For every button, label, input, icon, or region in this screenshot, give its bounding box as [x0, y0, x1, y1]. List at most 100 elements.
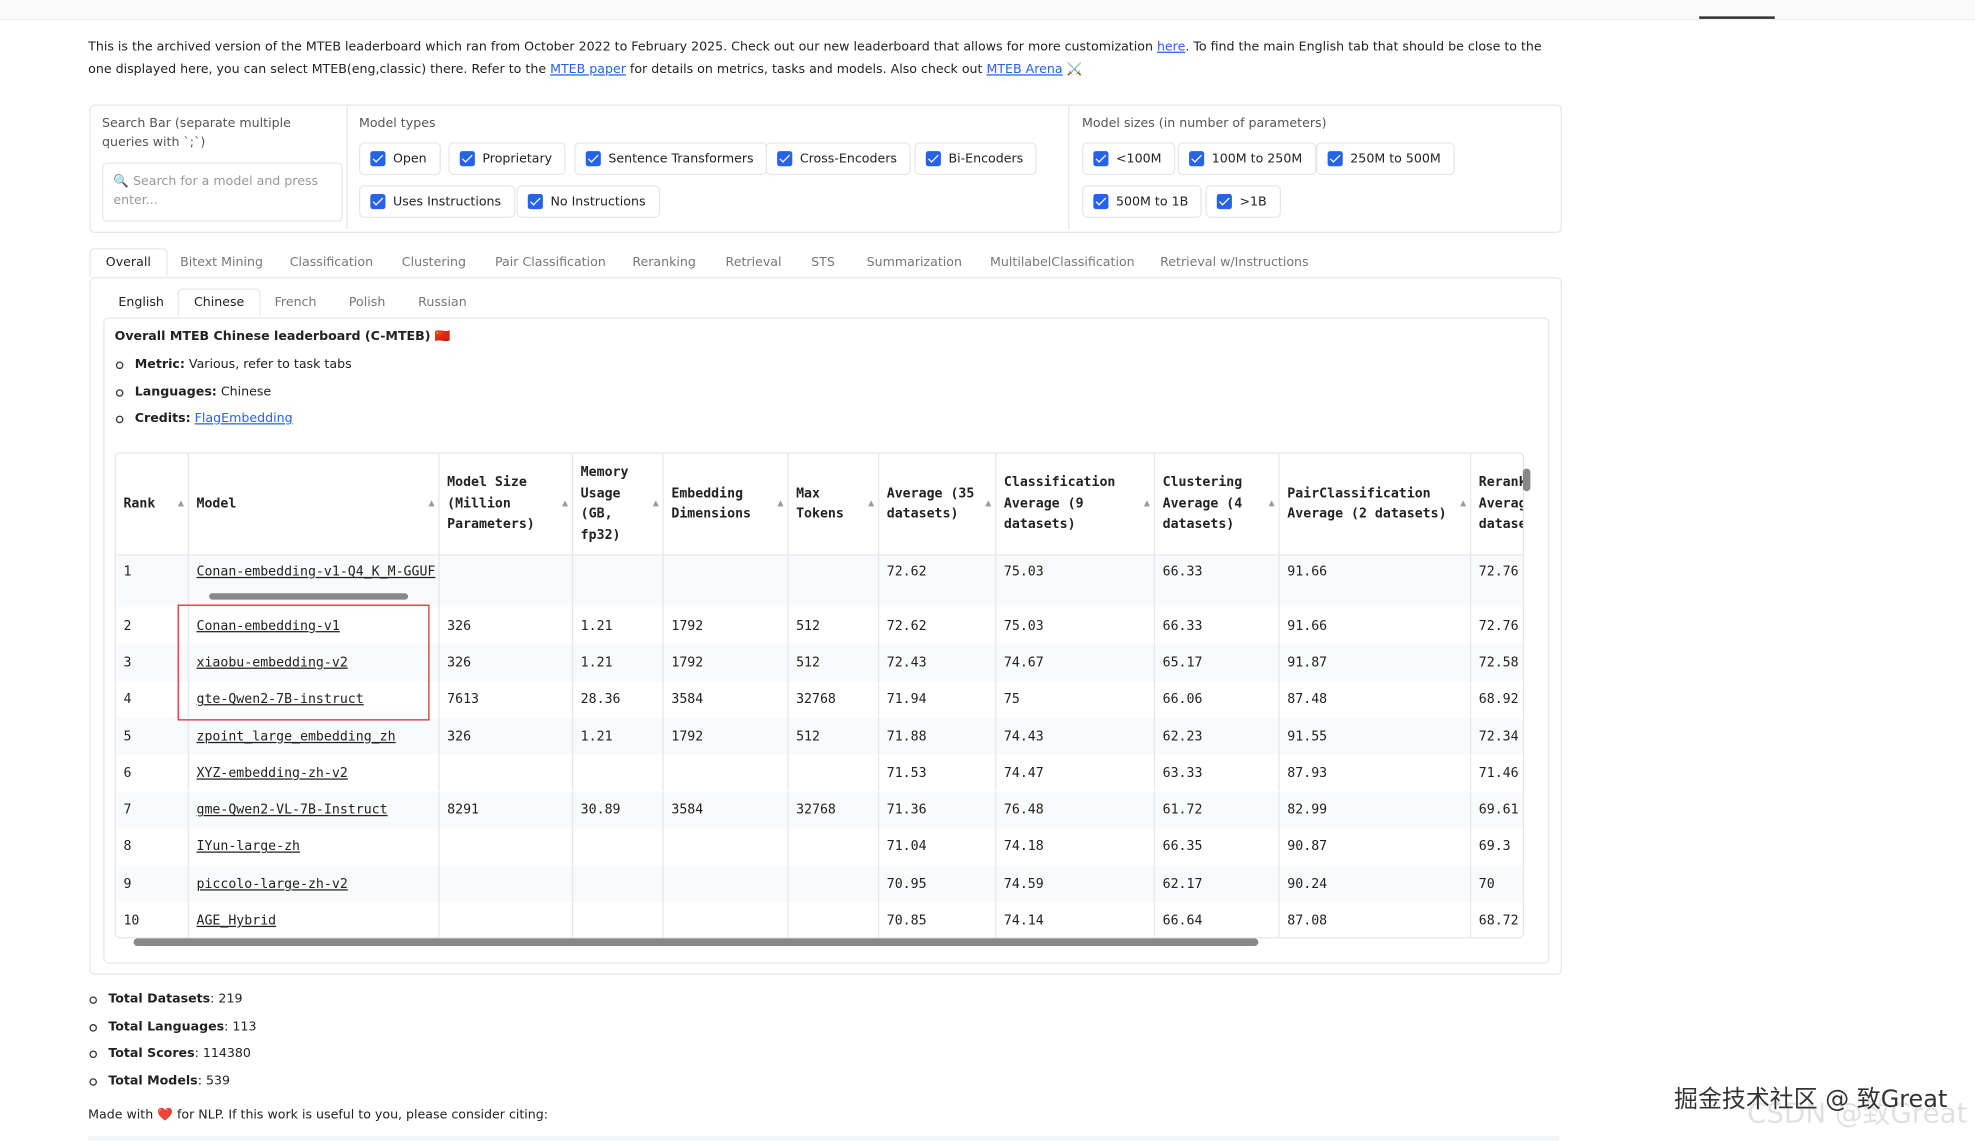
table-cell: 66.64	[1155, 902, 1280, 938]
column-header[interactable]: Embedding Dimensions ▲	[664, 453, 789, 555]
tab[interactable]: Reranking	[632, 255, 696, 270]
model-link[interactable]: Conan-embedding-v1-Q4_K_M-GGUF	[196, 564, 436, 580]
tab[interactable]: Classification	[289, 255, 374, 270]
checkbox[interactable]: <100M	[1081, 142, 1176, 176]
cell-text: 326	[447, 654, 472, 671]
table-cell: 68.92	[1471, 681, 1523, 718]
column-header[interactable]: Model Size (Million Parameters) ▲	[440, 453, 574, 555]
checkbox[interactable]: Uses Instructions	[358, 185, 515, 218]
tab[interactable]: Retrieval w/Instructions	[1160, 255, 1309, 270]
model-link[interactable]: piccolo-large-zh-v2	[196, 876, 348, 892]
model-types-label: Model types	[358, 117, 436, 131]
cell-text: 4	[123, 691, 132, 707]
info-key: Languages:	[134, 384, 217, 399]
checkbox[interactable]: 500M to 1B	[1081, 185, 1203, 218]
stat-item: Total Models: 539	[88, 1068, 256, 1095]
column-header[interactable]: Average (35 datasets) ▲	[879, 453, 997, 555]
checkbox[interactable]: Bi-Encoders	[914, 142, 1038, 176]
table-cell: 74.67	[996, 644, 1156, 681]
link[interactable]: MTEB Arena	[986, 62, 1063, 77]
tab[interactable]: Chinese	[177, 288, 261, 318]
tab[interactable]: MultilabelClassification	[990, 255, 1135, 270]
model-link[interactable]: zpoint_large_embedding_zh	[196, 728, 396, 744]
tab[interactable]: Clustering	[401, 255, 467, 270]
table-cell: piccolo-large-zh-v2	[189, 865, 440, 903]
column-header[interactable]: Model ▲	[189, 453, 440, 555]
info-link[interactable]: FlagEmbedding	[194, 411, 293, 426]
tab[interactable]: Pair Classification	[495, 255, 606, 270]
checkbox[interactable]: >1B	[1205, 185, 1281, 218]
model-link[interactable]: AGE_Hybrid	[196, 913, 277, 929]
column-header[interactable]: PairClassification Average (2 datasets) ▲	[1280, 453, 1472, 555]
table-cell	[573, 554, 664, 608]
table-cell: 10	[116, 902, 189, 938]
model-link[interactable]: gme-Qwen2-VL-7B-Instruct	[196, 802, 388, 818]
cell-text: 70.85	[886, 913, 927, 929]
model-link[interactable]: XYZ-embedding-zh-v2	[196, 765, 348, 781]
table-cell: 74.47	[996, 754, 1156, 792]
tab[interactable]: Retrieval	[725, 255, 782, 270]
tab[interactable]: Summarization	[866, 255, 962, 270]
checkbox-label: Bi-Encoders	[948, 151, 1024, 166]
tab[interactable]: Polish	[348, 296, 386, 310]
table-cell	[440, 865, 574, 903]
column-header[interactable]: Clustering Average (4 datasets) ▲	[1155, 453, 1280, 555]
h-scroll-thumb[interactable]	[133, 938, 1259, 946]
stat-key: Total Datasets	[108, 992, 211, 1007]
cell-text: 91.55	[1287, 728, 1328, 744]
watermark: 掘金技术社区 @ 致Great	[1674, 1085, 1948, 1114]
table-cell: 70.95	[879, 865, 997, 903]
header-text: Average (35 datasets)	[886, 485, 975, 522]
column-header[interactable]: Memory Usage (GB, fp32) ▲	[573, 453, 664, 555]
tab[interactable]: English	[118, 296, 164, 310]
tab[interactable]: STS	[811, 255, 835, 270]
table-cell: 90.87	[1280, 828, 1472, 866]
cell-text: 75	[1003, 691, 1020, 707]
cell-text: 66.06	[1162, 691, 1203, 707]
header-border	[115, 554, 1523, 556]
tab[interactable]: Bitext Mining	[180, 255, 263, 270]
table-cell	[789, 754, 880, 792]
column-header[interactable]: Rank ▲	[116, 453, 189, 555]
tab[interactable]: Russian	[418, 296, 467, 310]
row-stripe	[115, 865, 1523, 903]
cell-scroll[interactable]	[209, 593, 409, 600]
checkbox[interactable]: Proprietary	[448, 142, 566, 176]
cell-text: 62.17	[1162, 876, 1203, 892]
table-cell: 8	[116, 828, 189, 866]
checkbox[interactable]: Cross-Encoders	[765, 142, 911, 176]
tab[interactable]: French	[274, 296, 317, 310]
column-header[interactable]: Reranking Average (4 datasets)▲	[1471, 453, 1523, 554]
cell-text: 512	[796, 618, 820, 634]
model-link[interactable]: IYun-large-zh	[196, 839, 301, 855]
cell-text: 90.87	[1287, 839, 1328, 855]
search-input[interactable]: 🔍 Search for a model and press enter...	[102, 162, 343, 222]
checkbox[interactable]: Open	[358, 142, 441, 176]
table-cell: 1	[116, 554, 189, 608]
table-cell: Conan-embedding-v1	[189, 607, 440, 645]
cell-text: 2	[123, 618, 132, 634]
link[interactable]: here	[1156, 40, 1186, 55]
column-header[interactable]: Classification Average (9 datasets) ▲	[996, 453, 1156, 555]
table-cell	[789, 865, 880, 903]
table-cell: 75.03	[996, 607, 1156, 645]
checkbox[interactable]: 100M to 250M	[1177, 142, 1317, 176]
tab[interactable]: Overall	[89, 248, 168, 278]
cell-text: 74.14	[1003, 913, 1044, 929]
checkbox[interactable]: No Instructions	[516, 185, 660, 218]
model-link[interactable]: Conan-embedding-v1	[196, 618, 340, 634]
checkbox[interactable]: 250M to 500M	[1316, 142, 1455, 176]
column-header[interactable]: Max Tokens ▲	[789, 453, 880, 555]
model-link[interactable]: xiaobu-embedding-v2	[196, 654, 348, 671]
model-link[interactable]: gte-Qwen2-7B-instruct	[196, 691, 364, 707]
stat-key: Total Scores	[108, 1046, 195, 1061]
sort-icon: ▲	[428, 497, 435, 509]
checkbox[interactable]: Sentence Transformers	[574, 142, 768, 176]
link[interactable]: MTEB paper	[550, 62, 626, 77]
table-cell: XYZ-embedding-zh-v2	[189, 754, 440, 792]
cell-text: 87.48	[1287, 691, 1328, 707]
table-cell: 3584	[664, 680, 789, 718]
sort-icon: ▲	[868, 497, 875, 509]
